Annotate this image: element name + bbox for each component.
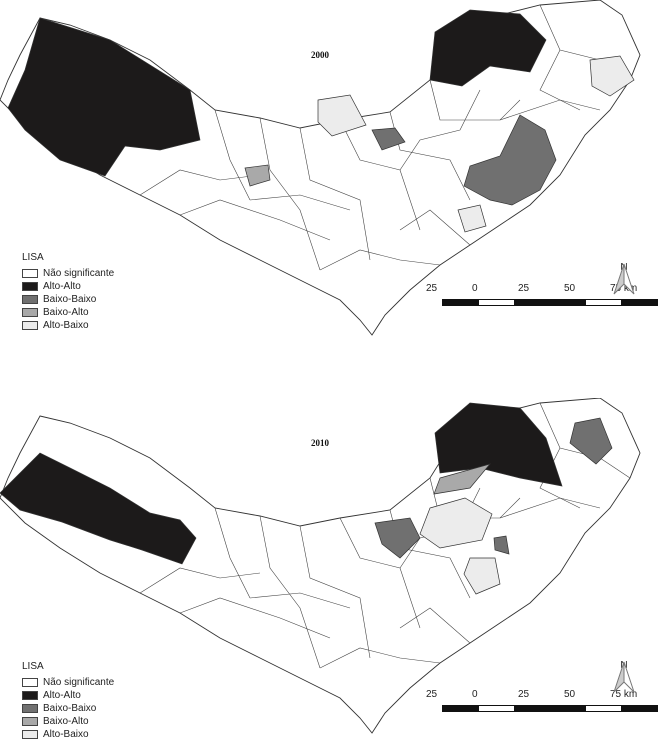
legend-item: Alto-Alto (22, 280, 114, 293)
map-2000: 2000 LISA Não significante Alto-Alto Baixo… (0, 0, 666, 350)
municipality-border (139, 169, 261, 196)
region-baixo-alto (433, 463, 491, 495)
north-arrow: N (610, 262, 638, 295)
region-alto-alto (434, 402, 563, 487)
municipality-border (339, 517, 421, 629)
legend-item: Alto-Alto (22, 689, 114, 702)
legend: LISA Não significante Alto-Alto Baixo-Baix… (22, 661, 114, 741)
region-alto-baixo (463, 557, 501, 595)
legend-item: Baixo-Alto (22, 715, 114, 728)
legend-label: Não significante (43, 268, 115, 279)
region-baixo-baixo (374, 517, 421, 559)
legend-swatch (22, 269, 38, 278)
scale-label: 25 (426, 689, 438, 700)
legend-label: Alto-Baixo (43, 729, 89, 740)
legend-swatch (22, 308, 38, 317)
legend-label: Alto-Baixo (43, 320, 89, 331)
legend-swatch (22, 321, 38, 330)
north-arrow: N (610, 660, 638, 693)
municipality-border (249, 592, 351, 609)
municipality-border (399, 607, 471, 644)
legend-title: LISA (22, 252, 44, 263)
municipality-border (139, 567, 261, 594)
scale-label: 25 (426, 283, 438, 294)
region-baixo-baixo (371, 127, 406, 151)
legend-label: Alto-Alto (43, 281, 81, 292)
legend-item: Não significante (22, 267, 114, 280)
legend-item: Não significante (22, 676, 114, 689)
legend-label: Baixo-Baixo (43, 294, 97, 305)
municipality-border (259, 515, 321, 669)
scale-label: 0 (472, 283, 478, 294)
municipality-border (299, 127, 371, 261)
scale-label: 75 km (610, 283, 638, 294)
legend-swatch (22, 678, 38, 687)
region-alto-baixo (457, 204, 487, 233)
north-arrow-icon (613, 263, 635, 295)
legend-title: LISA (22, 661, 44, 672)
municipality-border (399, 209, 471, 246)
region-alto-baixo (419, 497, 493, 549)
legend-label: Não significante (43, 677, 115, 688)
map-title: 2000 (311, 50, 329, 60)
municipality-border (179, 199, 331, 241)
legend-label: Baixo-Alto (43, 307, 89, 318)
municipality-border (319, 647, 441, 669)
municipality-border (249, 194, 351, 211)
map-canvas (0, 398, 641, 734)
region-alto-baixo (317, 94, 367, 137)
scale-label: 50 (564, 689, 576, 700)
region-baixo-alto (244, 164, 271, 187)
map-2010: 2010 LISA Não significante Alto-Alto Baixo… (0, 398, 666, 748)
state-outline (0, 398, 641, 734)
legend-label: Baixo-Alto (43, 716, 89, 727)
legend: LISA Não significante Alto-Alto Baixo-Baix… (22, 252, 114, 332)
scale-label: 0 (472, 689, 478, 700)
legend-item: Alto-Baixo (22, 728, 114, 741)
municipality-border (179, 597, 331, 639)
legend-swatch (22, 730, 38, 739)
region-baixo-baixo (569, 417, 613, 465)
municipality-border (319, 249, 441, 271)
region-baixo-baixo (493, 535, 510, 555)
map-canvas (0, 0, 641, 336)
scale-label: 25 (518, 283, 530, 294)
legend-label: Baixo-Baixo (43, 703, 97, 714)
municipality-border (214, 109, 251, 201)
scale-label: 75 km (610, 689, 638, 700)
legend-swatch (22, 717, 38, 726)
municipality-border (259, 117, 321, 271)
municipality-border (539, 402, 631, 479)
legend-item: Baixo-Baixo (22, 293, 114, 306)
scale-label: 25 (518, 689, 530, 700)
municipality-border (339, 119, 421, 231)
legend-swatch (22, 691, 38, 700)
scale-label: 50 (564, 283, 576, 294)
region-alto-alto (7, 17, 201, 177)
legend-swatch (22, 704, 38, 713)
legend-item: Alto-Baixo (22, 319, 114, 332)
legend-item: Baixo-Alto (22, 306, 114, 319)
municipality-border (214, 507, 251, 599)
region-alto-baixo (589, 55, 635, 97)
north-arrow-icon (613, 661, 635, 693)
legend-swatch (22, 295, 38, 304)
map-title: 2010 (311, 438, 329, 448)
municipality-border (539, 49, 581, 111)
municipality-border (299, 525, 371, 659)
legend-item: Baixo-Baixo (22, 702, 114, 715)
region-alto-alto (429, 9, 547, 87)
legend-label: Alto-Alto (43, 690, 81, 701)
municipality-border (429, 79, 521, 121)
region-alto-alto (0, 452, 197, 565)
municipality-border (399, 89, 481, 171)
region-baixo-baixo (463, 114, 557, 206)
legend-swatch (22, 282, 38, 291)
